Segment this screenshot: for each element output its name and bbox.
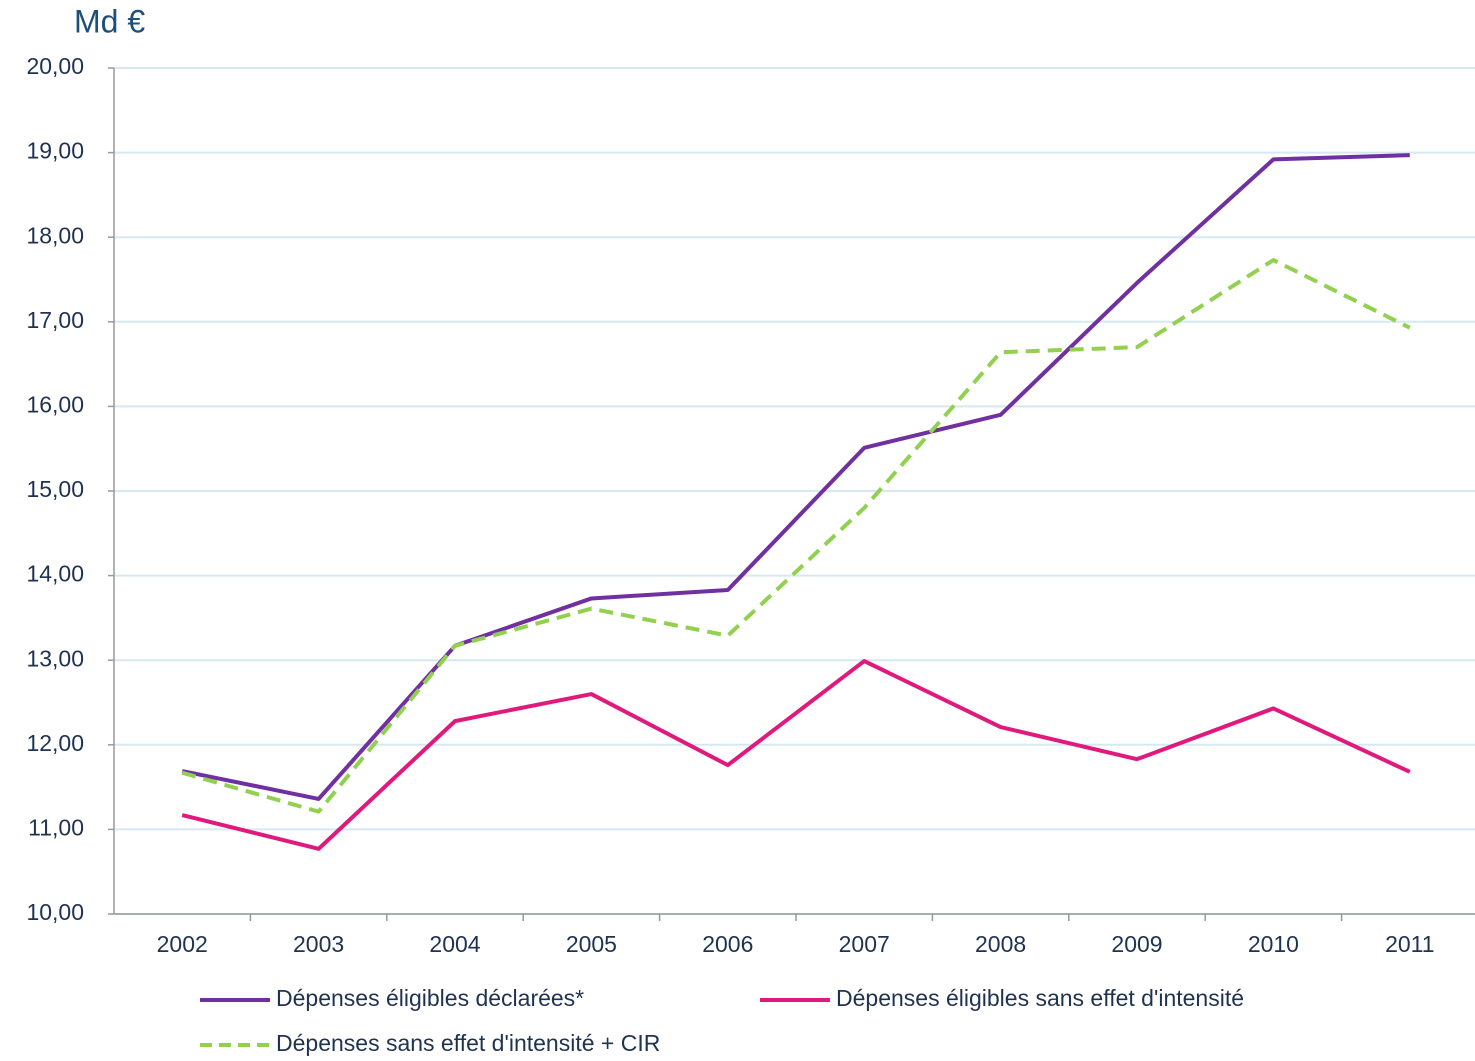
series-line: [181, 659, 1411, 851]
y-tick-label: 13,00: [26, 645, 84, 671]
legend-label: Dépenses éligibles sans effet d'intensit…: [836, 985, 1244, 1011]
series-line: [181, 258, 1411, 814]
y-tick-label: 18,00: [26, 222, 84, 248]
x-tick-label: 2004: [429, 931, 480, 957]
y-tick-label: 15,00: [26, 476, 84, 502]
y-tick-label: 20,00: [26, 53, 84, 79]
legend-label: Dépenses éligibles déclarées*: [276, 985, 584, 1011]
x-tick-label: 2006: [702, 931, 753, 957]
x-tick-label: 2002: [157, 931, 208, 957]
y-tick-label: 17,00: [26, 307, 84, 333]
x-tick-label: 2007: [839, 931, 890, 957]
x-tick-label: 2008: [975, 931, 1026, 957]
x-tick-label: 2010: [1248, 931, 1299, 957]
y-tick-label: 16,00: [26, 391, 84, 417]
series-line: [181, 153, 1410, 801]
x-tick-label: 2011: [1385, 931, 1434, 957]
y-tick-label: 11,00: [28, 814, 84, 840]
y-tick-label: 19,00: [26, 138, 84, 164]
legend-label: Dépenses sans effet d'intensité + CIR: [276, 1030, 660, 1056]
y-tick-label: 14,00: [26, 561, 84, 587]
x-tick-label: 2005: [566, 931, 617, 957]
y-axis-title: Md €: [74, 3, 145, 39]
y-tick-label: 10,00: [26, 899, 84, 925]
y-tick-label: 12,00: [26, 730, 84, 756]
x-tick-label: 2003: [293, 931, 344, 957]
x-tick-label: 2009: [1111, 931, 1162, 957]
